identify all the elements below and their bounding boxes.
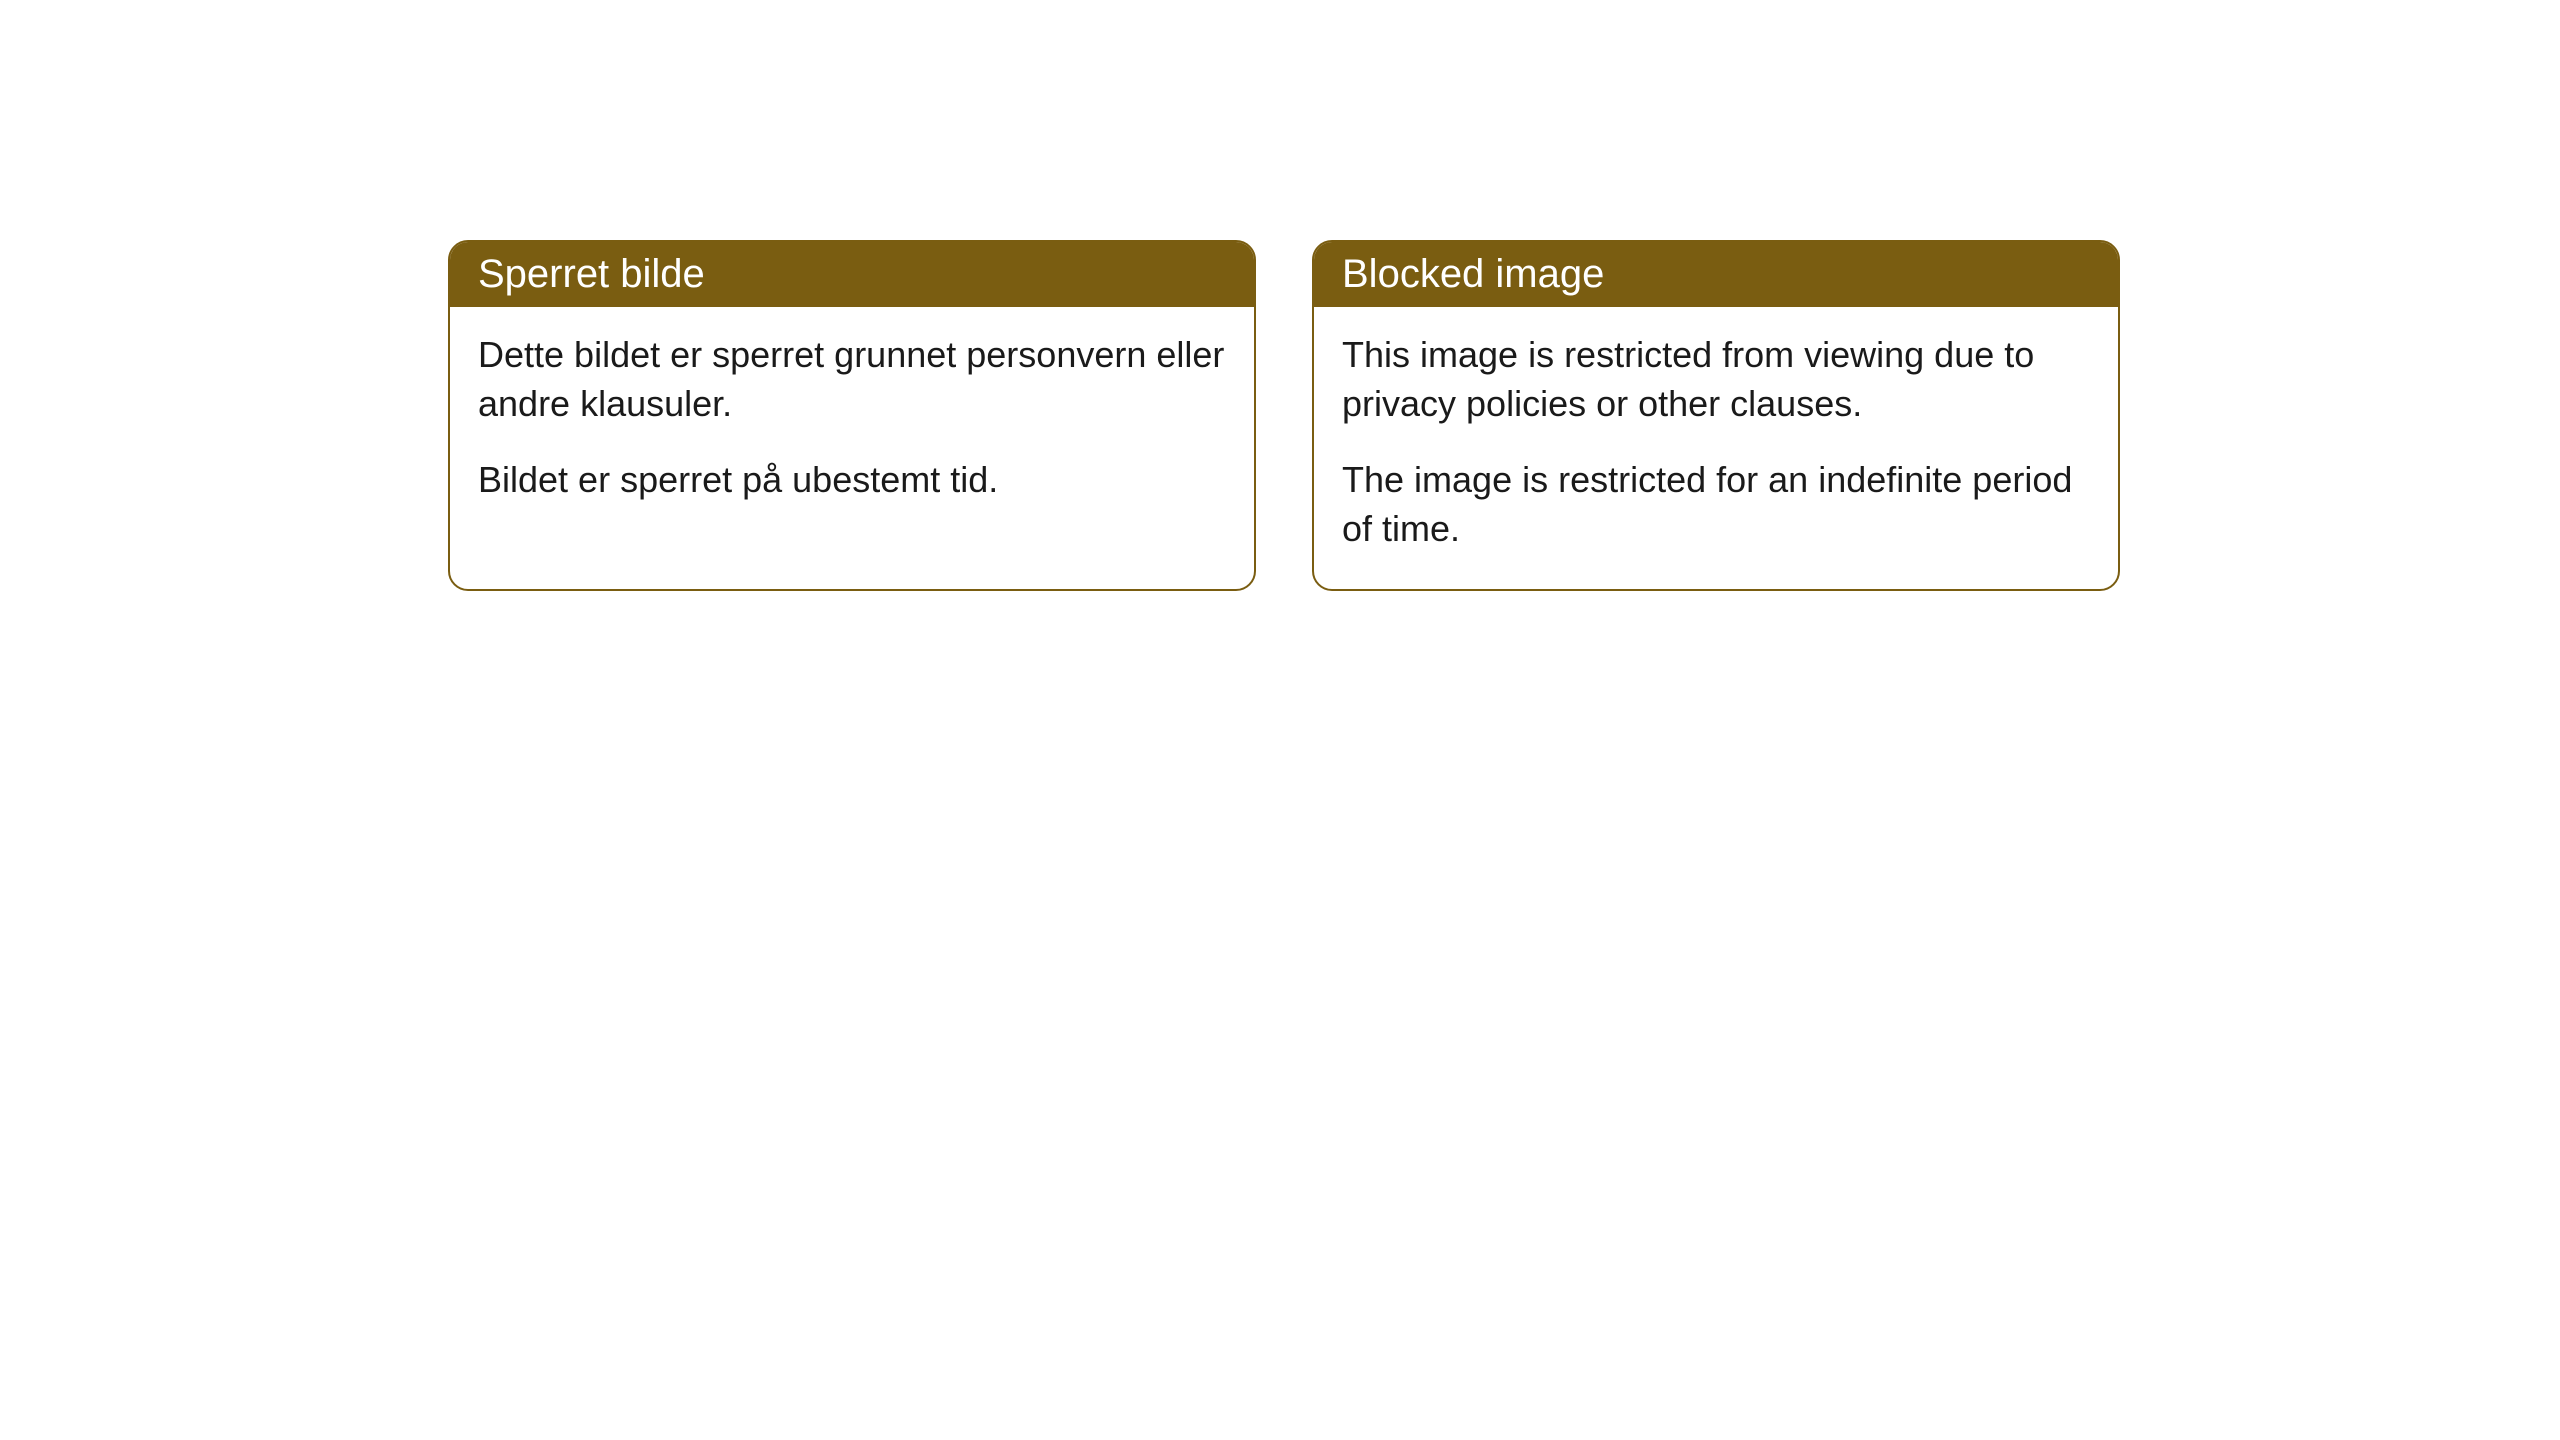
card-paragraph: The image is restricted for an indefinit… [1342, 456, 2090, 553]
blocked-image-card-english: Blocked image This image is restricted f… [1312, 240, 2120, 591]
card-body: This image is restricted from viewing du… [1314, 307, 2118, 589]
blocked-image-card-norwegian: Sperret bilde Dette bildet er sperret gr… [448, 240, 1256, 591]
card-header: Sperret bilde [450, 242, 1254, 307]
card-body: Dette bildet er sperret grunnet personve… [450, 307, 1254, 541]
card-title: Blocked image [1342, 252, 1604, 296]
card-header: Blocked image [1314, 242, 2118, 307]
card-paragraph: This image is restricted from viewing du… [1342, 331, 2090, 428]
card-title: Sperret bilde [478, 252, 705, 296]
card-paragraph: Bildet er sperret på ubestemt tid. [478, 456, 1226, 505]
notice-cards-container: Sperret bilde Dette bildet er sperret gr… [448, 240, 2120, 591]
card-paragraph: Dette bildet er sperret grunnet personve… [478, 331, 1226, 428]
